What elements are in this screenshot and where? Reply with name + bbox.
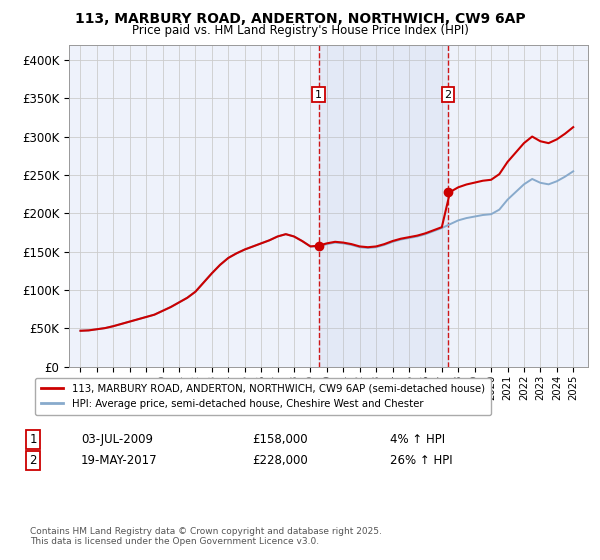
Text: 4% ↑ HPI: 4% ↑ HPI	[390, 433, 445, 446]
Bar	[319, 45, 448, 367]
Text: 1: 1	[29, 433, 37, 446]
Text: £158,000: £158,000	[252, 433, 308, 446]
Legend: 113, MARBURY ROAD, ANDERTON, NORTHWICH, CW9 6AP (semi-detached house), HPI: Aver: 113, MARBURY ROAD, ANDERTON, NORTHWICH, …	[35, 377, 491, 415]
Text: Contains HM Land Registry data © Crown copyright and database right 2025.
This d: Contains HM Land Registry data © Crown c…	[30, 526, 382, 546]
Text: 113, MARBURY ROAD, ANDERTON, NORTHWICH, CW9 6AP: 113, MARBURY ROAD, ANDERTON, NORTHWICH, …	[74, 12, 526, 26]
Text: 26% ↑ HPI: 26% ↑ HPI	[390, 454, 452, 467]
Text: 2: 2	[29, 454, 37, 467]
Text: £228,000: £228,000	[252, 454, 308, 467]
Text: 03-JUL-2009: 03-JUL-2009	[81, 433, 153, 446]
Text: 2: 2	[445, 90, 451, 100]
Text: Price paid vs. HM Land Registry's House Price Index (HPI): Price paid vs. HM Land Registry's House …	[131, 24, 469, 36]
Text: 19-MAY-2017: 19-MAY-2017	[81, 454, 158, 467]
Text: 1: 1	[315, 90, 322, 100]
